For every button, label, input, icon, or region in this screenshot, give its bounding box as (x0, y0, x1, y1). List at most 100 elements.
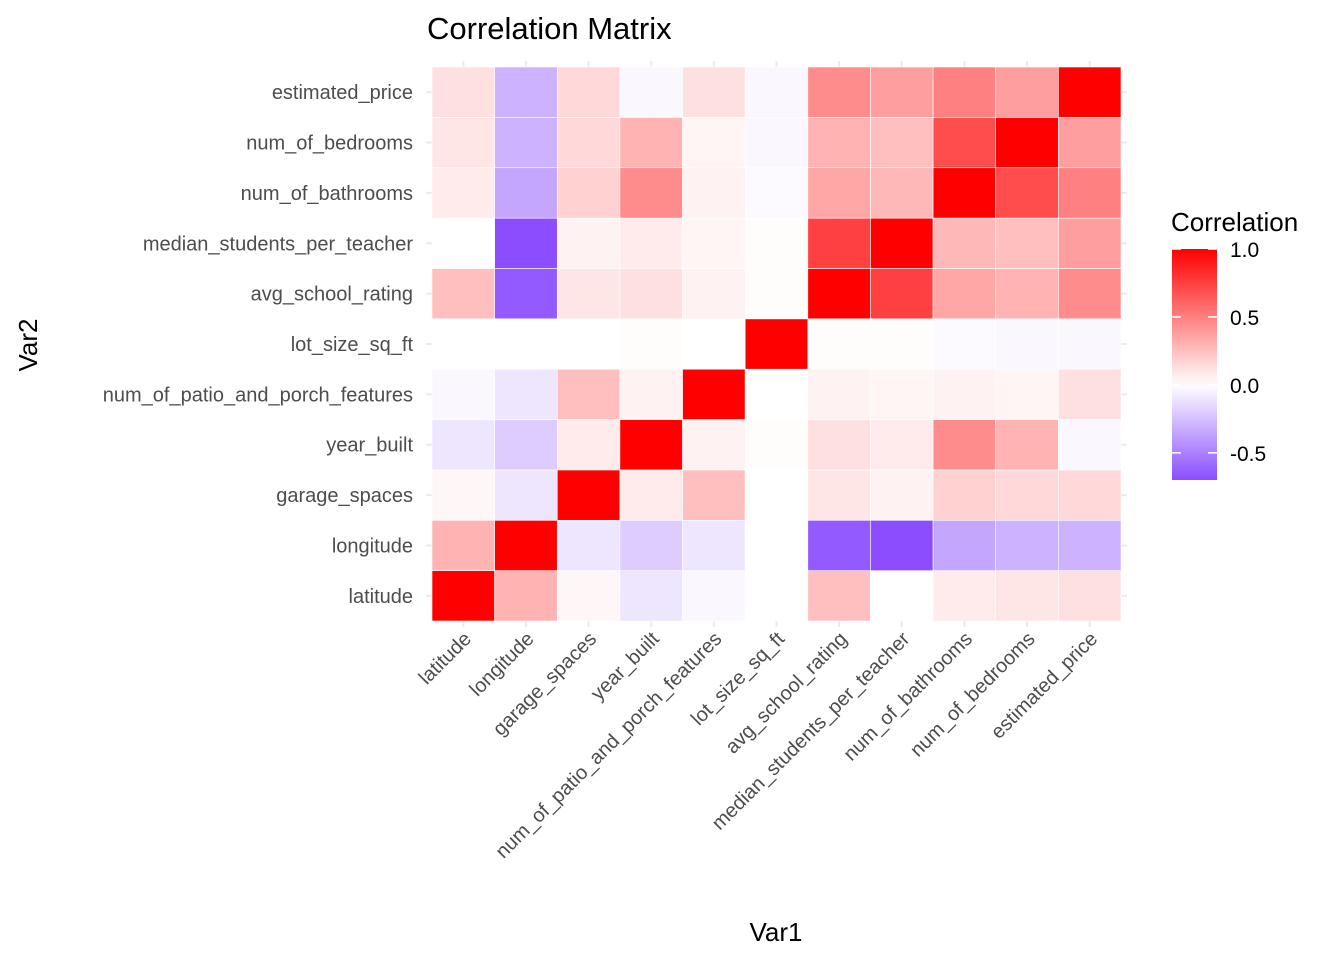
heatmap-cell-year_built-estimated_price (619, 66, 683, 118)
heatmap-cell-num_of_bathrooms-num_of_patio_and_porch_features (932, 368, 997, 420)
heatmap-cell-year_built-avg_school_rating (619, 268, 683, 320)
heatmap-cell-garage_spaces-year_built (556, 419, 621, 471)
heatmap-cell-lot_size_sq_ft-longitude (744, 519, 809, 571)
heatmap-cell-latitude-year_built (431, 419, 495, 471)
heatmap-cell-num_of_patio_and_porch_features-lot_size_sq_ft (682, 318, 746, 370)
chart-title: Correlation Matrix (427, 11, 672, 46)
heatmap-cell-median_students_per_teacher-num_of_patio_and_porch_features (870, 368, 934, 420)
heatmap-cell-num_of_patio_and_porch_features-num_of_bedrooms (682, 117, 746, 169)
heatmap-cell-num_of_bedrooms-longitude (995, 519, 1059, 571)
heatmap-cell-garage_spaces-num_of_patio_and_porch_features (556, 368, 621, 420)
heatmap-cell-estimated_price-num_of_patio_and_porch_features (1058, 368, 1122, 420)
heatmap-cell-median_students_per_teacher-year_built (870, 419, 934, 471)
heatmap-cell-garage_spaces-garage_spaces (556, 469, 621, 521)
heatmap-cell-avg_school_rating-estimated_price (807, 66, 871, 118)
heatmap-cell-num_of_patio_and_porch_features-num_of_bathrooms (682, 167, 746, 219)
heatmap-cell-avg_school_rating-latitude (807, 570, 871, 622)
heatmap-cell-median_students_per_teacher-latitude (870, 570, 934, 622)
heatmap-cell-avg_school_rating-median_students_per_teacher (807, 217, 871, 269)
heatmap-cell-num_of_patio_and_porch_features-avg_school_rating (682, 268, 746, 320)
heatmap-cell-estimated_price-num_of_bathrooms (1058, 167, 1122, 219)
y-tick-label-year_built: year_built (326, 435, 413, 457)
heatmap-cell-num_of_bathrooms-longitude (932, 519, 997, 571)
legend-color-bar (1172, 249, 1217, 480)
y-tick-label-num_of_bedrooms: num_of_bedrooms (246, 133, 413, 155)
x-tick-label-avg_school_rating: avg_school_rating (721, 628, 851, 758)
heatmap-cell-num_of_bedrooms-num_of_bathrooms (995, 167, 1059, 219)
heatmap-cell-garage_spaces-lot_size_sq_ft (556, 318, 621, 370)
heatmap-cell-avg_school_rating-num_of_bathrooms (807, 167, 871, 219)
heatmap-cell-latitude-longitude (431, 519, 495, 571)
heatmap-cell-latitude-latitude (431, 570, 495, 622)
heatmap-cell-estimated_price-year_built (1058, 419, 1122, 471)
heatmap-cell-lot_size_sq_ft-num_of_bedrooms (744, 117, 809, 169)
heatmap-cell-num_of_patio_and_porch_features-median_students_per_teacher (682, 217, 746, 269)
x-tick-labels: latitudelongitudegarage_spacesyear_built… (415, 628, 1103, 863)
heatmap-cell-median_students_per_teacher-num_of_bedrooms (870, 117, 934, 169)
heatmap-cell-estimated_price-garage_spaces (1058, 469, 1122, 521)
heatmap-cell-median_students_per_teacher-num_of_bathrooms (870, 167, 934, 219)
heatmap-cell-median_students_per_teacher-garage_spaces (870, 469, 934, 521)
heatmap-cell-num_of_bathrooms-num_of_bathrooms (932, 167, 997, 219)
heatmap-cell-year_built-median_students_per_teacher (619, 217, 683, 269)
heatmap-cell-estimated_price-latitude (1058, 570, 1122, 622)
heatmap-cell-latitude-estimated_price (431, 66, 495, 118)
heatmap-cell-garage_spaces-avg_school_rating (556, 268, 621, 320)
heatmap-cell-latitude-num_of_bedrooms (431, 117, 495, 169)
y-axis-title: Var2 (13, 319, 43, 372)
heatmap-cell-lot_size_sq_ft-garage_spaces (744, 469, 809, 521)
legend-tick-label: 0.5 (1230, 307, 1259, 330)
heatmap-cell-num_of_bedrooms-year_built (995, 419, 1059, 471)
y-tick-label-latitude: latitude (349, 586, 414, 608)
heatmap-cell-year_built-lot_size_sq_ft (619, 318, 683, 370)
y-tick-label-num_of_patio_and_porch_features: num_of_patio_and_porch_features (103, 384, 413, 406)
heatmap-cell-lot_size_sq_ft-year_built (744, 419, 809, 471)
y-tick-label-num_of_bathrooms: num_of_bathrooms (241, 183, 413, 205)
heatmap-cells (431, 66, 1122, 622)
heatmap-cell-avg_school_rating-num_of_patio_and_porch_features (807, 368, 871, 420)
heatmap-cell-num_of_bedrooms-num_of_bedrooms (995, 117, 1059, 169)
heatmap-cell-num_of_bathrooms-avg_school_rating (932, 268, 997, 320)
y-tick-label-median_students_per_teacher: median_students_per_teacher (143, 233, 414, 255)
heatmap-cell-latitude-num_of_patio_and_porch_features (431, 368, 495, 420)
heatmap-cell-garage_spaces-median_students_per_teacher (556, 217, 621, 269)
heatmap-cell-num_of_bathrooms-year_built (932, 419, 997, 471)
heatmap-cell-lot_size_sq_ft-latitude (744, 570, 809, 622)
y-tick-label-lot_size_sq_ft: lot_size_sq_ft (291, 334, 414, 356)
heatmap-cell-garage_spaces-latitude (556, 570, 621, 622)
heatmap-cell-num_of_bedrooms-avg_school_rating (995, 268, 1059, 320)
heatmap-cell-garage_spaces-num_of_bedrooms (556, 117, 621, 169)
heatmap-cell-garage_spaces-num_of_bathrooms (556, 167, 621, 219)
heatmap-cell-avg_school_rating-num_of_bedrooms (807, 117, 871, 169)
heatmap-cell-latitude-median_students_per_teacher (431, 217, 495, 269)
heatmap-cell-latitude-num_of_bathrooms (431, 167, 495, 219)
legend-tick-label: 0.0 (1230, 375, 1259, 398)
heatmap-cell-avg_school_rating-lot_size_sq_ft (807, 318, 871, 370)
heatmap-cell-estimated_price-lot_size_sq_ft (1058, 318, 1122, 370)
heatmap-cell-num_of_bedrooms-median_students_per_teacher (995, 217, 1059, 269)
heatmap-cell-year_built-longitude (619, 519, 683, 571)
heatmap-cell-longitude-num_of_bathrooms (494, 167, 558, 219)
heatmap-cell-estimated_price-median_students_per_teacher (1058, 217, 1122, 269)
heatmap-cell-num_of_patio_and_porch_features-estimated_price (682, 66, 746, 118)
heatmap-cell-longitude-num_of_patio_and_porch_features (494, 368, 558, 420)
heatmap-cell-lot_size_sq_ft-lot_size_sq_ft (744, 318, 809, 370)
heatmap-cell-median_students_per_teacher-longitude (870, 519, 934, 571)
legend-title: Correlation (1171, 207, 1298, 237)
y-tick-label-avg_school_rating: avg_school_rating (251, 284, 413, 306)
heatmap-cell-num_of_bedrooms-estimated_price (995, 66, 1059, 118)
heatmap-cell-median_students_per_teacher-avg_school_rating (870, 268, 934, 320)
x-tick-label-latitude: latitude (415, 628, 476, 689)
x-tick-label-num_of_patio_and_porch_features: num_of_patio_and_porch_features (491, 628, 726, 863)
heatmap-cell-lot_size_sq_ft-avg_school_rating (744, 268, 809, 320)
heatmap-cell-year_built-year_built (619, 419, 683, 471)
legend-tick-label: 1.0 (1230, 239, 1259, 262)
heatmap-cell-longitude-median_students_per_teacher (494, 217, 558, 269)
heatmap-cell-num_of_patio_and_porch_features-longitude (682, 519, 746, 571)
heatmap-cell-longitude-garage_spaces (494, 469, 558, 521)
legend-ticks: 1.0 0.5 0.0 -0.5 (1172, 239, 1266, 466)
heatmap-cell-longitude-longitude (494, 519, 558, 571)
heatmap-cell-longitude-num_of_bedrooms (494, 117, 558, 169)
